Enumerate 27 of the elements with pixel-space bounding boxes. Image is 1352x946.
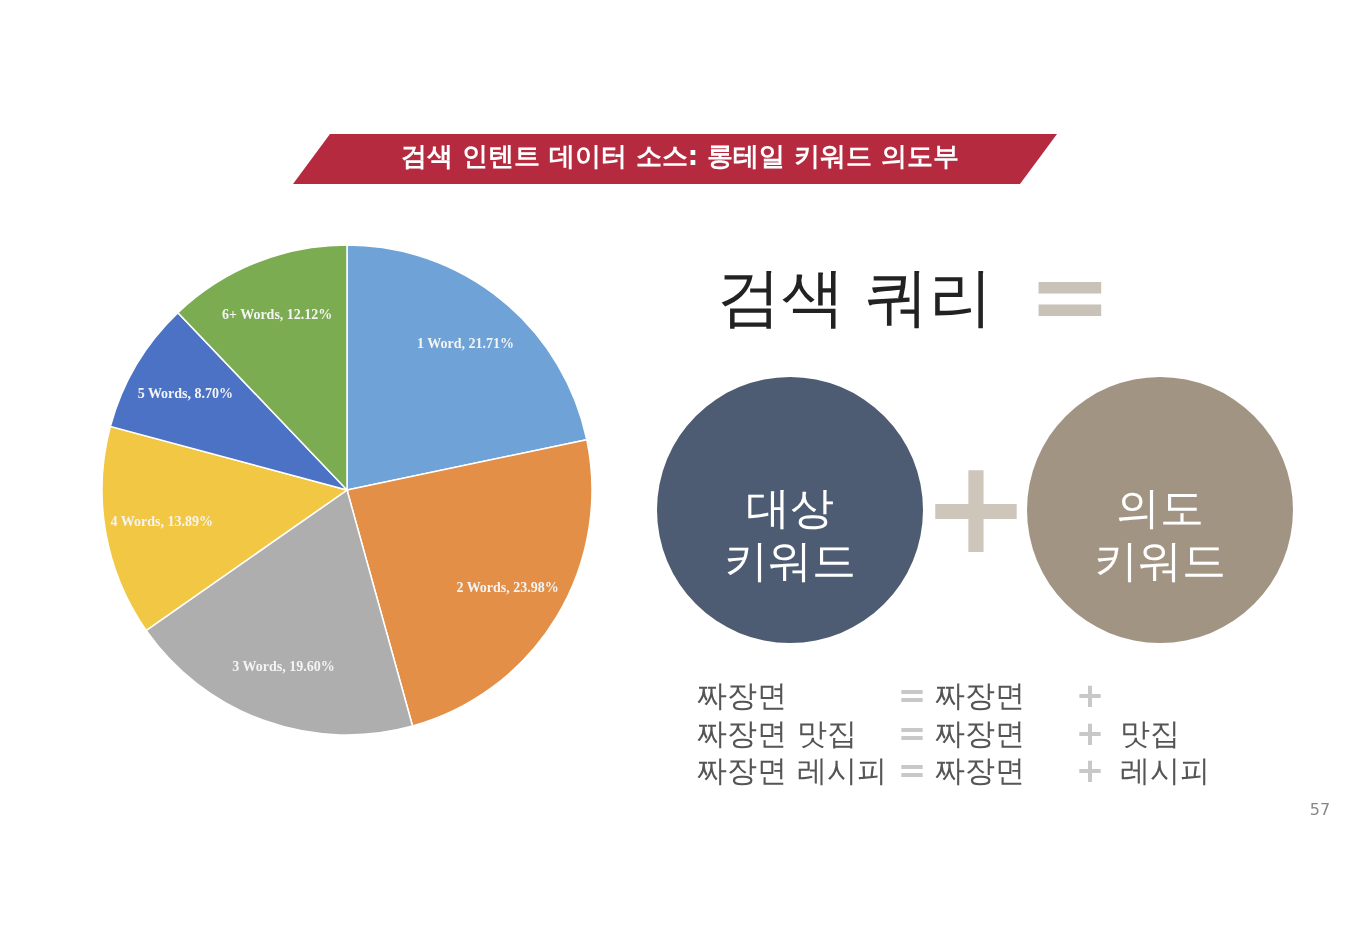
text: 검색 인텐트 데이터 소스: 롱테일 키워드 의도부: [400, 141, 960, 171]
text: 짜장면: [935, 753, 1025, 788]
text: 의도 키워드: [1094, 482, 1226, 586]
slice-label: 3 Words, 19.60%: [232, 658, 335, 674]
slice-label: 1 Word, 21.71%: [417, 336, 514, 352]
text: 57: [1309, 800, 1331, 819]
text: 짜장면 레시피: [697, 753, 887, 788]
text: 짜장면 맛집: [697, 716, 857, 751]
text: +: [1075, 750, 1105, 790]
text: 검색 쿼리: [716, 260, 994, 334]
text: +: [921, 431, 1031, 583]
text: 대상 키워드: [724, 482, 856, 586]
text: =: [897, 675, 927, 715]
text: 맛집: [1120, 716, 1180, 751]
text: 짜장면: [935, 716, 1025, 751]
slice-label: 5 Words, 8.70%: [137, 386, 234, 401]
slice-label: 6+ Words, 12.12%: [221, 307, 333, 323]
text: +: [1075, 675, 1105, 715]
text: =: [1028, 237, 1112, 354]
text: 짜장면: [935, 678, 1025, 713]
text: =: [897, 750, 927, 790]
text: =: [897, 713, 927, 753]
text: +: [1075, 713, 1105, 753]
text: 짜장면: [697, 678, 787, 713]
text: 레시피: [1120, 753, 1210, 788]
slice-label: 4 Words, 13.89%: [110, 514, 214, 530]
slice-label: 2 Words, 23.98%: [456, 579, 559, 595]
